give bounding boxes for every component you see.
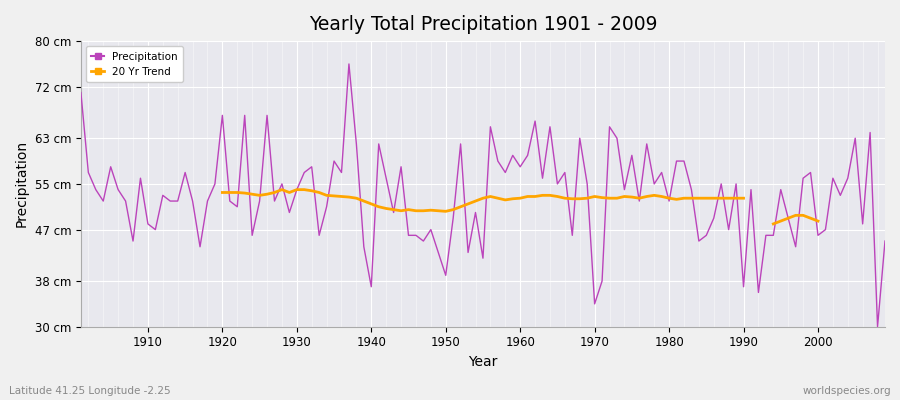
Precipitation xyxy=(872,324,883,329)
Text: Latitude 41.25 Longitude -2.25: Latitude 41.25 Longitude -2.25 xyxy=(9,386,171,396)
Precipitation xyxy=(522,153,533,158)
Precipitation xyxy=(879,239,890,244)
Precipitation xyxy=(351,142,362,146)
Precipitation xyxy=(344,62,355,66)
Precipitation xyxy=(299,170,310,175)
Precipitation xyxy=(515,164,526,169)
Line: Precipitation: Precipitation xyxy=(81,64,885,327)
Precipitation xyxy=(612,136,623,141)
Precipitation xyxy=(76,90,86,95)
X-axis label: Year: Year xyxy=(468,355,498,369)
Y-axis label: Precipitation: Precipitation xyxy=(15,140,29,228)
Legend: Precipitation, 20 Yr Trend: Precipitation, 20 Yr Trend xyxy=(86,46,183,82)
Precipitation xyxy=(135,176,146,181)
Title: Yearly Total Precipitation 1901 - 2009: Yearly Total Precipitation 1901 - 2009 xyxy=(309,15,657,34)
Text: worldspecies.org: worldspecies.org xyxy=(803,386,891,396)
